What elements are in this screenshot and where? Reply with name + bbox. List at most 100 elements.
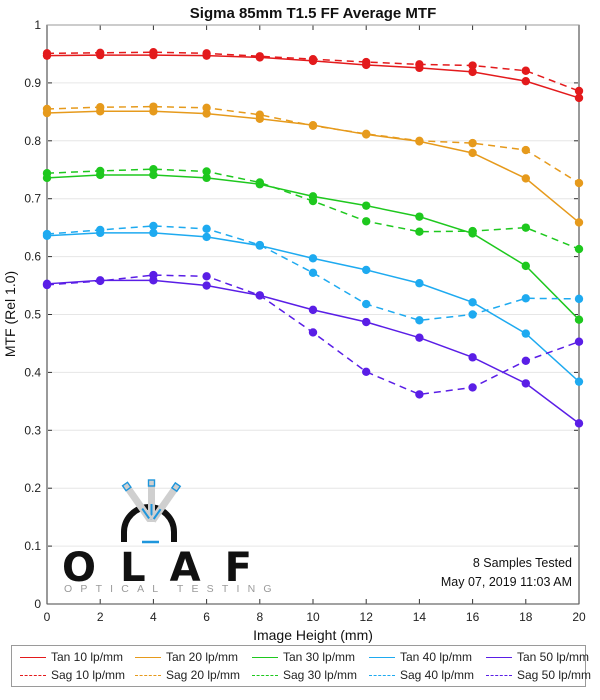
logo-letter: O xyxy=(62,545,97,591)
legend-label: Sag 30 lp/mm xyxy=(283,668,358,682)
data-point xyxy=(521,261,530,271)
logo-wordmark: O L A F xyxy=(62,545,252,591)
y-tick-label: 0.9 xyxy=(24,76,41,90)
data-point xyxy=(362,317,371,327)
series-line xyxy=(46,225,580,322)
data-point xyxy=(415,227,424,236)
data-point xyxy=(468,67,477,77)
logo-subtitle: OPTICAL TESTING xyxy=(64,583,280,595)
data-point xyxy=(415,316,424,325)
data-point xyxy=(308,54,318,64)
data-point xyxy=(468,226,477,236)
x-tick-label: 8 xyxy=(256,610,263,624)
data-point xyxy=(202,103,211,112)
data-point xyxy=(362,265,371,275)
series-sag-40-lp-mm xyxy=(42,221,584,325)
data-point xyxy=(521,329,530,338)
y-tick-label: 0.4 xyxy=(24,365,41,379)
legend-item: Tan 10 lp/mm xyxy=(20,649,123,665)
legend-item: Tan 30 lp/mm xyxy=(252,649,355,665)
y-axis-label: MTF (Rel 1.0) xyxy=(2,271,18,357)
legend-swatch xyxy=(135,656,161,658)
data-point xyxy=(96,103,105,112)
data-point xyxy=(149,48,158,57)
data-point xyxy=(149,221,158,231)
logo-letter: A xyxy=(169,545,201,591)
legend-swatch xyxy=(135,674,161,676)
data-point xyxy=(308,254,318,263)
chart-title: Sigma 85mm T1.5 FF Average MTF xyxy=(190,5,436,22)
data-point xyxy=(468,298,477,307)
x-tick-label: 10 xyxy=(306,610,320,624)
data-point xyxy=(415,333,424,342)
data-point xyxy=(362,217,371,226)
data-point xyxy=(468,61,477,70)
y-tick-label: 0.6 xyxy=(24,250,41,264)
legend-item: Sag 20 lp/mm xyxy=(135,667,240,683)
data-point xyxy=(574,244,584,254)
legend-item: Tan 20 lp/mm xyxy=(135,649,238,665)
data-point xyxy=(468,383,477,392)
x-tick-label: 4 xyxy=(150,610,157,624)
legend-item: Sag 10 lp/mm xyxy=(20,667,125,683)
legend-label: Tan 20 lp/mm xyxy=(166,650,239,664)
legend-swatch xyxy=(252,674,278,676)
olaf-logo: O L A F OPTICAL TESTING xyxy=(62,476,280,601)
data-point xyxy=(149,170,158,180)
data-point xyxy=(42,169,52,178)
data-point xyxy=(415,279,424,288)
data-point xyxy=(308,196,318,206)
data-point xyxy=(574,218,584,227)
data-point xyxy=(96,276,105,286)
data-point xyxy=(202,109,211,118)
data-point xyxy=(362,299,371,309)
data-point xyxy=(468,353,477,362)
data-point xyxy=(468,148,477,158)
data-point xyxy=(521,145,530,155)
legend-label: Sag 10 lp/mm xyxy=(51,668,126,682)
data-point xyxy=(574,294,584,304)
data-point xyxy=(42,280,52,290)
data-point xyxy=(521,174,530,183)
data-point xyxy=(574,419,584,428)
data-point xyxy=(574,178,584,188)
logo-letter: F xyxy=(224,545,252,591)
grid-lines xyxy=(47,82,579,547)
x-tick-label: 6 xyxy=(203,610,210,624)
legend-label: Tan 10 lp/mm xyxy=(51,650,124,664)
data-point xyxy=(415,136,424,145)
x-tick-label: 0 xyxy=(44,610,51,624)
series-sag-50-lp-mm xyxy=(42,270,584,399)
data-point xyxy=(42,49,52,58)
legend-label: Tan 50 lp/mm xyxy=(517,650,590,664)
legend-label: Tan 30 lp/mm xyxy=(283,650,356,664)
data-point xyxy=(42,104,52,114)
data-point xyxy=(149,164,158,174)
y-tick-label: 0 xyxy=(34,597,41,611)
data-point xyxy=(574,315,584,324)
legend-item: Sag 30 lp/mm xyxy=(252,667,357,683)
legend-item: Tan 50 lp/mm xyxy=(486,649,589,665)
data-point xyxy=(42,229,52,239)
legend-label: Sag 40 lp/mm xyxy=(400,668,475,682)
legend-swatch xyxy=(486,674,512,676)
data-point xyxy=(308,328,318,337)
legend-item: Sag 40 lp/mm xyxy=(369,667,474,683)
data-point xyxy=(574,86,584,96)
data-point xyxy=(202,232,211,242)
series-line xyxy=(46,105,580,184)
data-point xyxy=(255,291,264,300)
x-axis-label: Image Height (mm) xyxy=(253,627,373,643)
data-point xyxy=(415,390,424,399)
series-line xyxy=(46,279,580,424)
data-point xyxy=(521,223,530,232)
y-tick-label: 0.2 xyxy=(24,481,41,495)
data-point xyxy=(415,60,424,69)
lens-icon xyxy=(121,479,182,544)
data-point xyxy=(96,225,105,235)
data-point xyxy=(202,272,211,281)
data-point xyxy=(255,240,264,250)
y-tick-label: 1 xyxy=(34,18,41,32)
data-point xyxy=(149,270,158,280)
